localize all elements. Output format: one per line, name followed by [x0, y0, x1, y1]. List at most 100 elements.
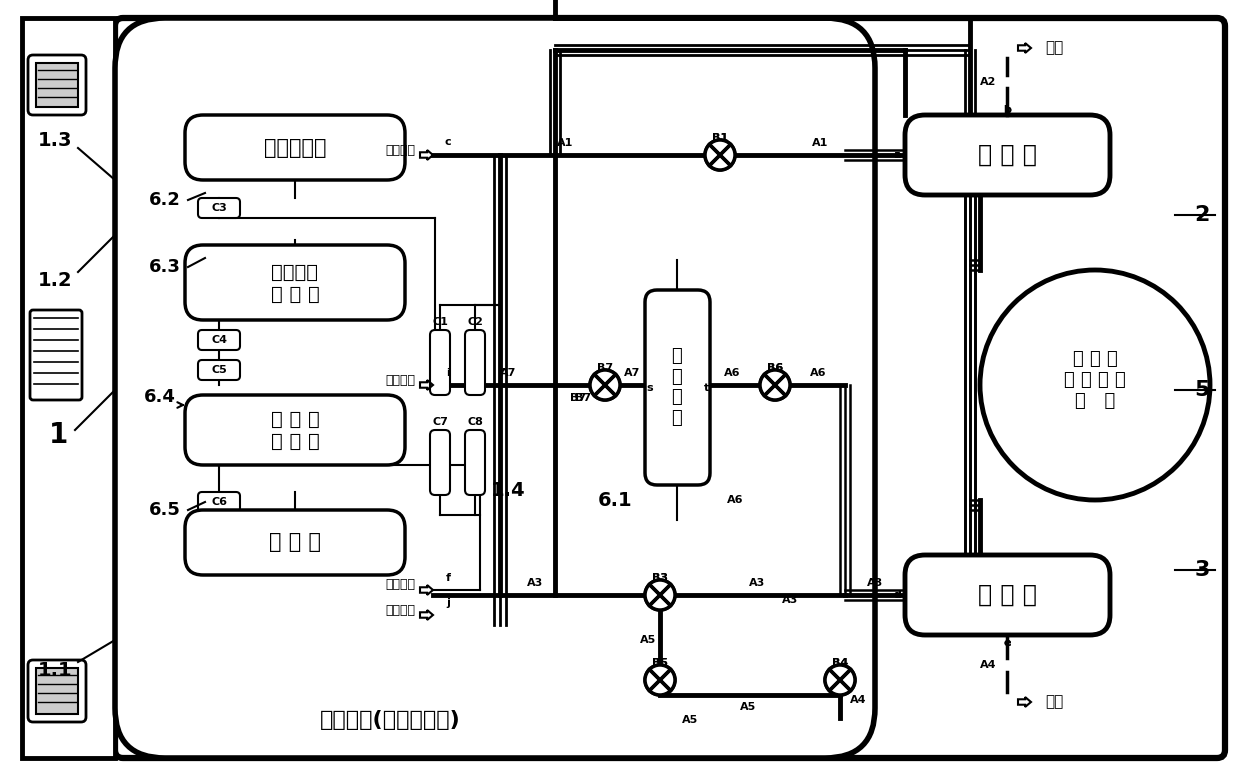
Text: B4: B4 — [832, 658, 848, 668]
Text: B7: B7 — [570, 393, 587, 403]
FancyBboxPatch shape — [905, 115, 1110, 195]
Text: A6: A6 — [727, 495, 743, 505]
Text: B1: B1 — [712, 133, 728, 143]
FancyBboxPatch shape — [645, 290, 711, 485]
Text: 进气: 进气 — [1045, 695, 1063, 709]
Text: A6: A6 — [724, 368, 740, 378]
Text: A7: A7 — [624, 368, 640, 378]
Text: A4: A4 — [980, 660, 996, 670]
Text: 1: 1 — [48, 421, 68, 449]
FancyBboxPatch shape — [29, 660, 86, 722]
Text: C2: C2 — [467, 317, 482, 327]
FancyBboxPatch shape — [198, 492, 241, 512]
Text: A3: A3 — [867, 578, 883, 588]
Text: A2: A2 — [980, 77, 996, 87]
FancyBboxPatch shape — [430, 430, 450, 495]
Text: C1: C1 — [432, 317, 448, 327]
Polygon shape — [22, 18, 115, 758]
Text: B5: B5 — [652, 658, 668, 668]
Text: B3: B3 — [652, 573, 668, 583]
FancyBboxPatch shape — [185, 395, 405, 465]
Text: C3: C3 — [211, 203, 227, 213]
Text: C7: C7 — [432, 417, 448, 427]
Circle shape — [645, 665, 675, 695]
Text: B3: B3 — [652, 573, 668, 583]
Circle shape — [645, 665, 675, 695]
Circle shape — [590, 370, 620, 400]
Text: B6: B6 — [766, 363, 784, 373]
FancyBboxPatch shape — [185, 510, 405, 575]
Text: C8: C8 — [467, 417, 482, 427]
Text: A3: A3 — [527, 578, 543, 588]
Text: B4: B4 — [832, 658, 848, 668]
Text: A1: A1 — [812, 138, 828, 148]
Text: A6: A6 — [810, 368, 826, 378]
Text: 加 湿 器: 加 湿 器 — [269, 532, 321, 552]
Text: j: j — [446, 598, 450, 608]
Text: A5: A5 — [640, 635, 656, 645]
Text: e: e — [1003, 638, 1011, 648]
Text: s: s — [647, 383, 653, 393]
Text: i: i — [446, 368, 450, 378]
Text: 3: 3 — [1194, 560, 1210, 580]
Circle shape — [706, 140, 735, 170]
Text: 6.5: 6.5 — [149, 501, 181, 519]
Text: a: a — [894, 150, 901, 160]
Text: 正 负 压
智 能 调 控
装   置: 正 负 压 智 能 调 控 装 置 — [1064, 350, 1126, 409]
Text: t: t — [703, 383, 708, 393]
Text: 1.2: 1.2 — [37, 270, 72, 290]
Text: 6.1: 6.1 — [598, 490, 632, 510]
Circle shape — [760, 370, 790, 400]
Bar — [36, 63, 78, 107]
Text: B7: B7 — [575, 393, 591, 403]
Text: e: e — [1003, 638, 1011, 648]
FancyBboxPatch shape — [198, 360, 241, 380]
Bar — [36, 668, 78, 714]
Text: A7: A7 — [500, 368, 516, 378]
Text: B6: B6 — [766, 363, 784, 373]
Text: 负氧离子
发 生 器: 负氧离子 发 生 器 — [270, 263, 320, 304]
Text: C6: C6 — [211, 497, 227, 507]
Text: A1: A1 — [557, 138, 573, 148]
FancyBboxPatch shape — [30, 310, 82, 400]
Text: 6.3: 6.3 — [149, 258, 181, 276]
Text: 6.2: 6.2 — [149, 191, 181, 209]
Text: A3: A3 — [749, 578, 765, 588]
Text: 1.4: 1.4 — [491, 480, 526, 500]
FancyBboxPatch shape — [198, 198, 241, 218]
Text: C5: C5 — [211, 365, 227, 375]
FancyBboxPatch shape — [465, 330, 485, 395]
Text: A5: A5 — [740, 702, 756, 712]
Circle shape — [645, 580, 675, 610]
Text: 气 触 媒
控 释 器: 气 触 媒 控 释 器 — [270, 409, 320, 451]
Text: 2: 2 — [1194, 205, 1210, 225]
Text: 5: 5 — [1194, 380, 1210, 400]
FancyBboxPatch shape — [465, 430, 485, 495]
Text: 气调进气: 气调进气 — [384, 374, 415, 386]
Text: 排气: 排气 — [1045, 40, 1063, 55]
Circle shape — [825, 665, 856, 695]
FancyBboxPatch shape — [185, 115, 405, 180]
Text: f: f — [445, 573, 450, 583]
Text: 6.4: 6.4 — [144, 388, 176, 406]
Text: C4: C4 — [211, 335, 227, 345]
Circle shape — [760, 370, 790, 400]
Text: 充气进气: 充气进气 — [384, 579, 415, 591]
Circle shape — [825, 665, 856, 695]
Text: 循环回气: 循环回气 — [384, 604, 415, 616]
Text: 正负压舱(真空高压舱): 正负压舱(真空高压舱) — [320, 710, 460, 730]
FancyBboxPatch shape — [198, 330, 241, 350]
Text: B5: B5 — [652, 658, 668, 668]
Text: a: a — [894, 150, 901, 160]
Text: 抽 气 泵: 抽 气 泵 — [977, 143, 1037, 167]
Text: A5: A5 — [682, 715, 698, 725]
Text: 充 气 泵: 充 气 泵 — [977, 583, 1037, 607]
Text: d: d — [893, 590, 901, 600]
Text: 气
调
装
置: 气 调 装 置 — [672, 347, 682, 427]
Circle shape — [706, 140, 735, 170]
FancyBboxPatch shape — [430, 330, 450, 395]
Text: 抽气回气: 抽气回气 — [384, 144, 415, 156]
Text: d: d — [893, 590, 901, 600]
Text: A3: A3 — [782, 595, 799, 605]
FancyBboxPatch shape — [115, 18, 875, 758]
